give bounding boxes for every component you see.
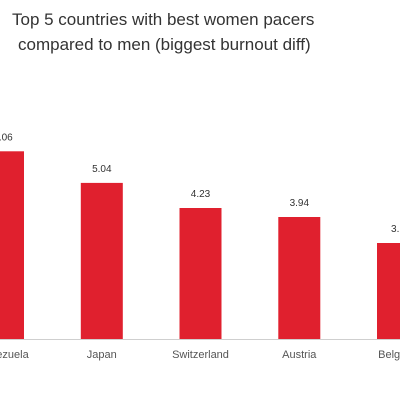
- value-label-switzerland: 4.23: [191, 189, 211, 200]
- category-label-venezuela: Venezuela: [0, 349, 30, 361]
- value-labels-group: 6.06 5.04 4.23 3.94 3.1: [0, 132, 400, 235]
- bar-austria: [278, 217, 321, 339]
- category-label-belgium: Belgium: [378, 349, 400, 361]
- bar-belgium: [377, 243, 400, 339]
- category-label-austria: Austria: [282, 349, 317, 361]
- chart-title-line-2: compared to men (biggest burnout diff): [18, 35, 311, 54]
- value-label-austria: 3.94: [290, 198, 310, 209]
- bars-group: [0, 151, 400, 339]
- value-label-belgium: 3.1: [391, 224, 400, 235]
- chart-title-line-1: Top 5 countries with best women pacers: [12, 10, 314, 29]
- bar-venezuela: [0, 151, 24, 339]
- category-label-switzerland: Switzerland: [172, 349, 229, 361]
- bar-switzerland: [179, 208, 222, 339]
- value-label-venezuela: 6.06: [0, 132, 13, 143]
- value-label-japan: 5.04: [92, 164, 112, 175]
- bar-japan: [80, 182, 123, 339]
- category-label-japan: Japan: [87, 349, 117, 361]
- category-labels-group: Venezuela Japan Switzerland Austria Belgium: [0, 349, 400, 361]
